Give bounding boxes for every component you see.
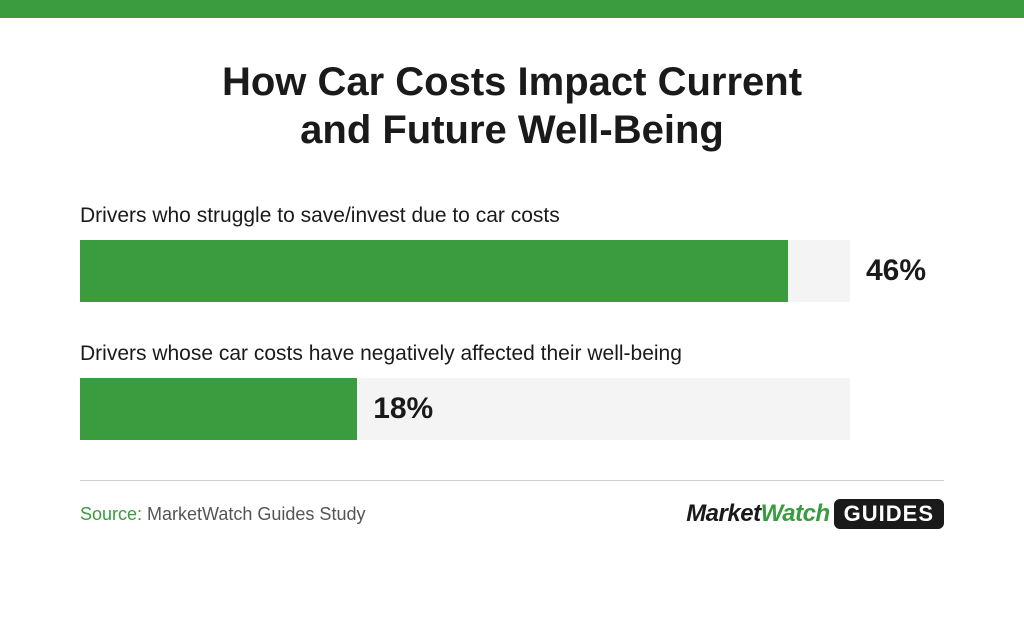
bar-fill bbox=[80, 240, 788, 302]
title-line-2: and Future Well-Being bbox=[300, 108, 724, 152]
bar-fill bbox=[80, 378, 357, 440]
bar-label: Drivers whose car costs have negatively … bbox=[80, 342, 944, 366]
logo-market-text: Market bbox=[686, 500, 760, 528]
chart-title: How Car Costs Impact Current and Future … bbox=[80, 58, 944, 154]
bar-label: Drivers who struggle to save/invest due … bbox=[80, 204, 944, 228]
bar-row: 18% bbox=[80, 378, 944, 440]
bar-value: 18% bbox=[373, 392, 433, 426]
bar-track bbox=[80, 240, 850, 302]
footer: Source: MarketWatch Guides Study MarketW… bbox=[80, 480, 944, 529]
source-text: MarketWatch Guides Study bbox=[142, 504, 365, 524]
bar-group: Drivers who struggle to save/invest due … bbox=[80, 204, 944, 302]
title-line-1: How Car Costs Impact Current bbox=[222, 60, 802, 104]
top-brand-stripe bbox=[0, 0, 1024, 18]
marketwatch-guides-logo: MarketWatch GUIDES bbox=[686, 499, 944, 529]
bar-row: 46% bbox=[80, 240, 944, 302]
source-citation: Source: MarketWatch Guides Study bbox=[80, 504, 365, 525]
chart-container: How Car Costs Impact Current and Future … bbox=[0, 18, 1024, 559]
logo-watch-text: Watch bbox=[761, 500, 830, 528]
bar-track: 18% bbox=[80, 378, 850, 440]
bar-value: 46% bbox=[866, 254, 926, 288]
bars-host: Drivers who struggle to save/invest due … bbox=[80, 204, 944, 440]
bar-group: Drivers whose car costs have negatively … bbox=[80, 342, 944, 440]
logo-guides-badge: GUIDES bbox=[834, 499, 944, 529]
source-label: Source: bbox=[80, 504, 142, 524]
